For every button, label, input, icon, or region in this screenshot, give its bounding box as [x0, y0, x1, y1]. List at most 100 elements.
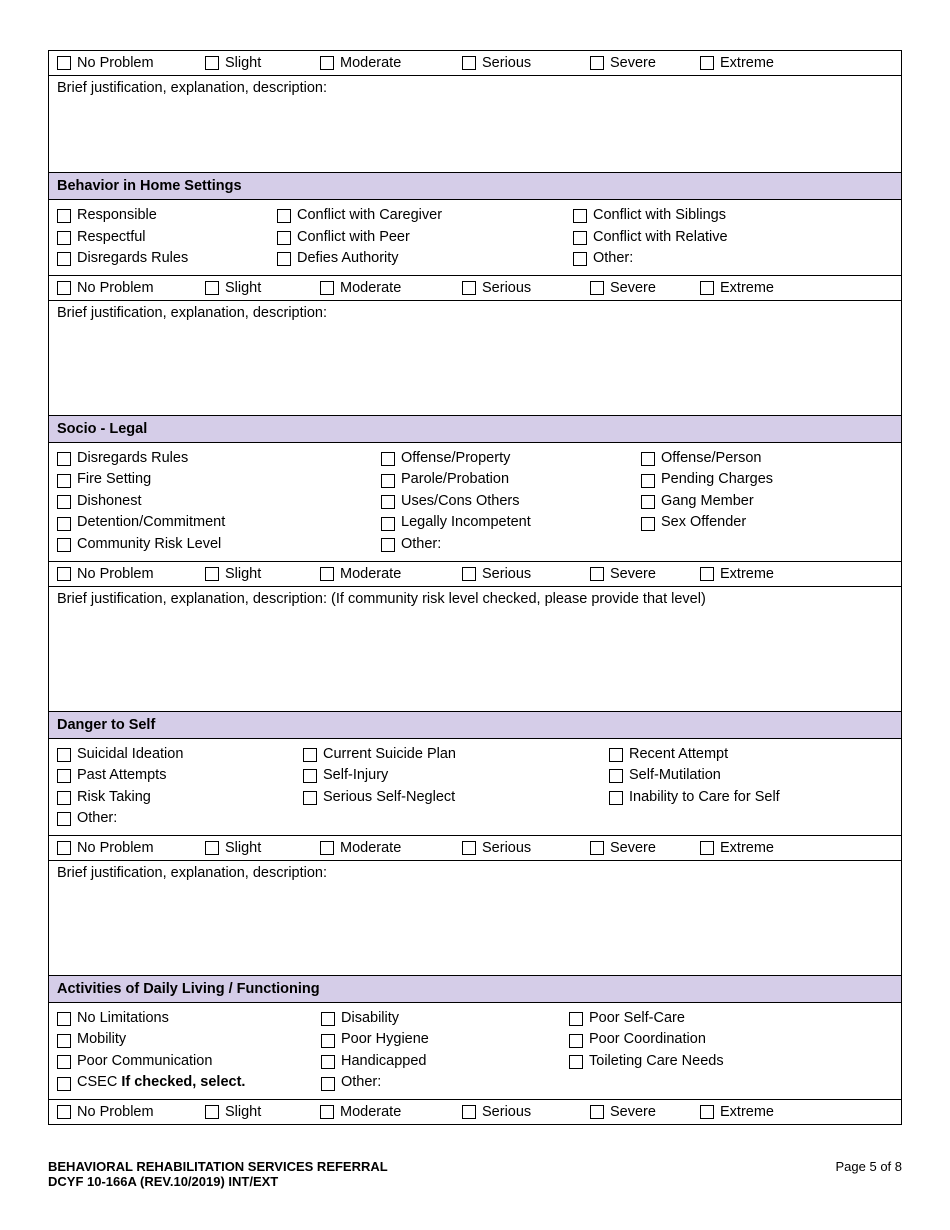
checkbox[interactable] — [381, 495, 395, 509]
footer-form-id: DCYF 10-166A (REV.10/2019) INT/EXT — [48, 1174, 388, 1189]
check-label: Conflict with Caregiver — [297, 206, 442, 226]
checkbox[interactable] — [57, 841, 71, 855]
severity-label: Serious — [482, 280, 531, 296]
checkbox[interactable] — [303, 791, 317, 805]
checkbox[interactable] — [57, 748, 71, 762]
checkbox[interactable] — [303, 748, 317, 762]
checkbox[interactable] — [57, 517, 71, 531]
checkbox[interactable] — [205, 567, 219, 581]
checkbox[interactable] — [462, 281, 476, 295]
checkbox[interactable] — [320, 567, 334, 581]
checkbox[interactable] — [57, 231, 71, 245]
checkbox[interactable] — [569, 1012, 583, 1026]
check-label: Disability — [341, 1009, 399, 1029]
severity-row-socio: No Problem Slight Moderate Serious Sever… — [49, 561, 901, 586]
checkbox[interactable] — [700, 841, 714, 855]
checkbox[interactable] — [700, 1105, 714, 1119]
severity-label: Severe — [610, 55, 656, 71]
checkbox[interactable] — [57, 252, 71, 266]
check-label: Conflict with Siblings — [593, 206, 726, 226]
checkbox[interactable] — [381, 538, 395, 552]
severity-label: Moderate — [340, 55, 401, 71]
checkbox[interactable] — [321, 1012, 335, 1026]
checkbox[interactable] — [700, 56, 714, 70]
severity-label: Slight — [225, 55, 261, 71]
checkbox[interactable] — [303, 769, 317, 783]
check-label: Past Attempts — [77, 766, 166, 786]
checkbox[interactable] — [57, 1034, 71, 1048]
checkbox[interactable] — [590, 281, 604, 295]
checkbox[interactable] — [381, 517, 395, 531]
checkbox[interactable] — [57, 538, 71, 552]
checkbox[interactable] — [205, 1105, 219, 1119]
checkbox[interactable] — [57, 1105, 71, 1119]
checkbox[interactable] — [321, 1034, 335, 1048]
checkbox[interactable] — [321, 1077, 335, 1091]
severity-label: Serious — [482, 566, 531, 582]
checkbox[interactable] — [57, 769, 71, 783]
checkbox[interactable] — [277, 209, 291, 223]
checkbox[interactable] — [462, 56, 476, 70]
check-label: Legally Incompetent — [401, 513, 531, 533]
checkbox[interactable] — [590, 567, 604, 581]
checkbox[interactable] — [573, 231, 587, 245]
checkbox[interactable] — [641, 495, 655, 509]
check-label: Mobility — [77, 1030, 126, 1050]
checkbox[interactable] — [205, 841, 219, 855]
checkbox[interactable] — [320, 56, 334, 70]
checkbox[interactable] — [205, 281, 219, 295]
justification-label: Brief justification, explanation, descri… — [57, 80, 327, 96]
check-label: Other: — [341, 1073, 381, 1093]
checkbox[interactable] — [609, 791, 623, 805]
checkbox[interactable] — [320, 1105, 334, 1119]
checkbox[interactable] — [590, 1105, 604, 1119]
checkbox[interactable] — [57, 1077, 71, 1091]
checkbox[interactable] — [57, 1012, 71, 1026]
checkbox[interactable] — [569, 1055, 583, 1069]
checkbox[interactable] — [57, 209, 71, 223]
footer-page-number: Page 5 of 8 — [836, 1159, 903, 1189]
check-label: Uses/Cons Others — [401, 492, 519, 512]
checkbox[interactable] — [569, 1034, 583, 1048]
check-label: Poor Self-Care — [589, 1009, 685, 1029]
check-label: Other: — [77, 809, 117, 829]
checkbox[interactable] — [57, 567, 71, 581]
checkbox[interactable] — [57, 1055, 71, 1069]
checkbox[interactable] — [700, 281, 714, 295]
checkbox[interactable] — [462, 1105, 476, 1119]
checkbox[interactable] — [321, 1055, 335, 1069]
checkbox[interactable] — [57, 56, 71, 70]
check-label: Dishonest — [77, 492, 141, 512]
severity-label: Moderate — [340, 840, 401, 856]
checkbox[interactable] — [57, 281, 71, 295]
section-header-danger: Danger to Self — [49, 711, 901, 738]
checkbox[interactable] — [609, 769, 623, 783]
checkbox[interactable] — [57, 495, 71, 509]
checkbox[interactable] — [462, 567, 476, 581]
checkbox[interactable] — [462, 841, 476, 855]
checkbox[interactable] — [641, 517, 655, 531]
severity-label: Slight — [225, 1104, 261, 1120]
checkbox[interactable] — [641, 452, 655, 466]
checkbox[interactable] — [277, 231, 291, 245]
checkbox[interactable] — [57, 474, 71, 488]
checkbox[interactable] — [641, 474, 655, 488]
check-label: Poor Hygiene — [341, 1030, 429, 1050]
checkbox[interactable] — [573, 252, 587, 266]
checkbox[interactable] — [205, 56, 219, 70]
checkbox[interactable] — [320, 841, 334, 855]
checkbox[interactable] — [381, 474, 395, 488]
form-container: No Problem Slight Moderate Serious Sever… — [48, 50, 902, 1125]
checkbox[interactable] — [609, 748, 623, 762]
checkbox[interactable] — [573, 209, 587, 223]
checkbox[interactable] — [320, 281, 334, 295]
checkbox[interactable] — [277, 252, 291, 266]
checkbox[interactable] — [381, 452, 395, 466]
checkbox[interactable] — [57, 791, 71, 805]
checkbox[interactable] — [590, 841, 604, 855]
checkbox[interactable] — [700, 567, 714, 581]
severity-label: Severe — [610, 840, 656, 856]
checkbox[interactable] — [57, 452, 71, 466]
checkbox[interactable] — [57, 812, 71, 826]
checkbox[interactable] — [590, 56, 604, 70]
